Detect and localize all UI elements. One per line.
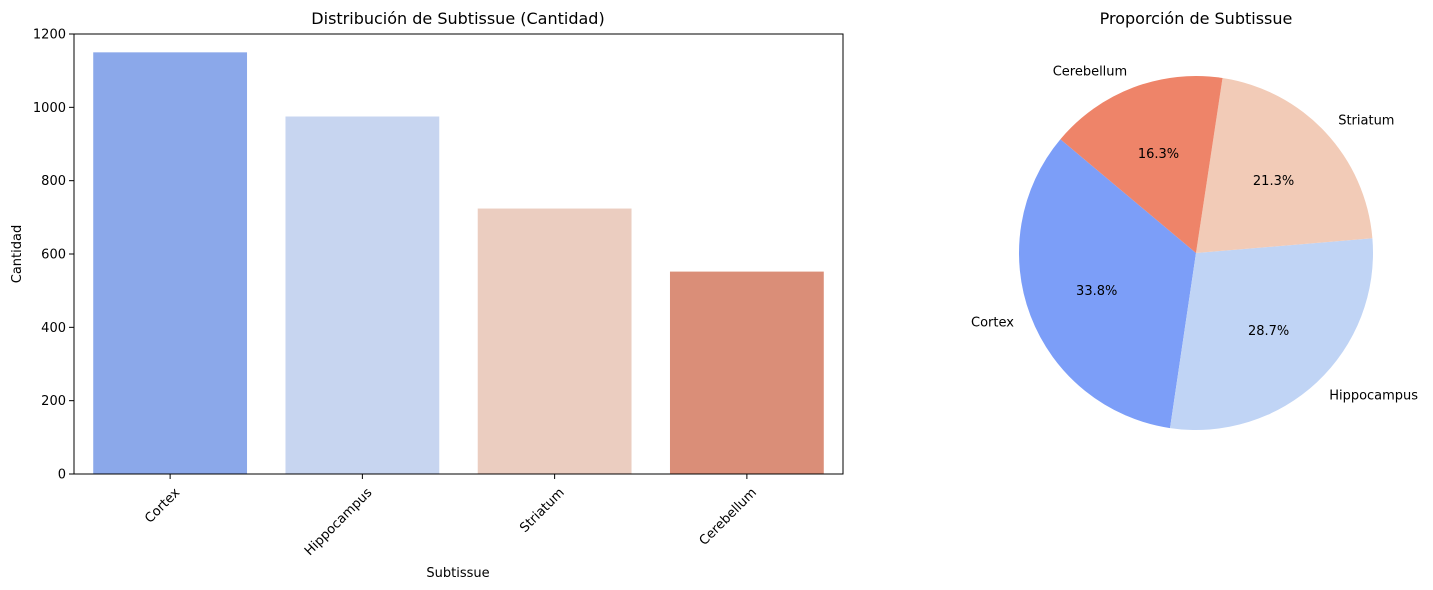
pie-label-striatum: Striatum — [1338, 114, 1394, 129]
bar-x-axis: Cortex Hippocampus Striatum Cerebellum — [142, 474, 760, 559]
y-tick-label: 200 — [41, 394, 66, 409]
pie-chart: Proporción de Subtissue Cortex 33.8% Hippo… — [971, 9, 1418, 430]
y-tick-label: 1200 — [33, 28, 66, 43]
pie-pct-cortex: 33.8% — [1076, 284, 1117, 299]
pie-slice-hippocampus — [1170, 238, 1373, 430]
pie-label-cortex: Cortex — [971, 316, 1014, 331]
pie-chart-title: Proporción de Subtissue — [1100, 9, 1293, 28]
bar-y-axis: 0 200 400 600 800 1000 1200 — [33, 28, 74, 483]
pie-slices — [1019, 76, 1373, 430]
bar-hippocampus — [285, 116, 440, 474]
y-tick-label: 800 — [41, 174, 66, 189]
y-tick-label: 600 — [41, 248, 66, 263]
bar-series — [93, 52, 824, 475]
y-tick-label: 400 — [41, 321, 66, 336]
pie-slice-striatum — [1196, 78, 1373, 254]
bar-cerebellum — [669, 271, 824, 474]
bar-chart-title: Distribución de Subtissue (Cantidad) — [311, 9, 604, 28]
x-tick-label-cortex: Cortex — [142, 485, 183, 526]
pie-slice-cortex — [1019, 139, 1196, 429]
pie-pct-striatum: 21.3% — [1253, 174, 1294, 189]
pie-pct-hippocampus: 28.7% — [1248, 324, 1289, 339]
pie-label-hippocampus: Hippocampus — [1329, 389, 1418, 404]
y-tick-label: 1000 — [33, 101, 66, 116]
pie-label-cerebellum: Cerebellum — [1053, 64, 1128, 79]
x-tick-label-hippocampus: Hippocampus — [302, 485, 376, 559]
bar-chart: Distribución de Subtissue (Cantidad) 0 20… — [10, 9, 844, 581]
y-tick-label: 0 — [58, 468, 66, 483]
bar-striatum — [477, 208, 632, 475]
bar-x-axis-label: Subtissue — [426, 566, 489, 581]
x-tick-label-cerebellum: Cerebellum — [697, 485, 760, 548]
pie-slice-cerebellum — [1060, 76, 1223, 253]
bar-cortex — [93, 52, 248, 474]
pie-labels: Cortex 33.8% Hippocampus 28.7% Striatum 21.3%… — [971, 64, 1418, 403]
pie-pct-cerebellum: 16.3% — [1138, 147, 1179, 162]
bar-y-axis-label: Cantidad — [10, 225, 25, 283]
x-tick-label-striatum: Striatum — [517, 485, 567, 535]
